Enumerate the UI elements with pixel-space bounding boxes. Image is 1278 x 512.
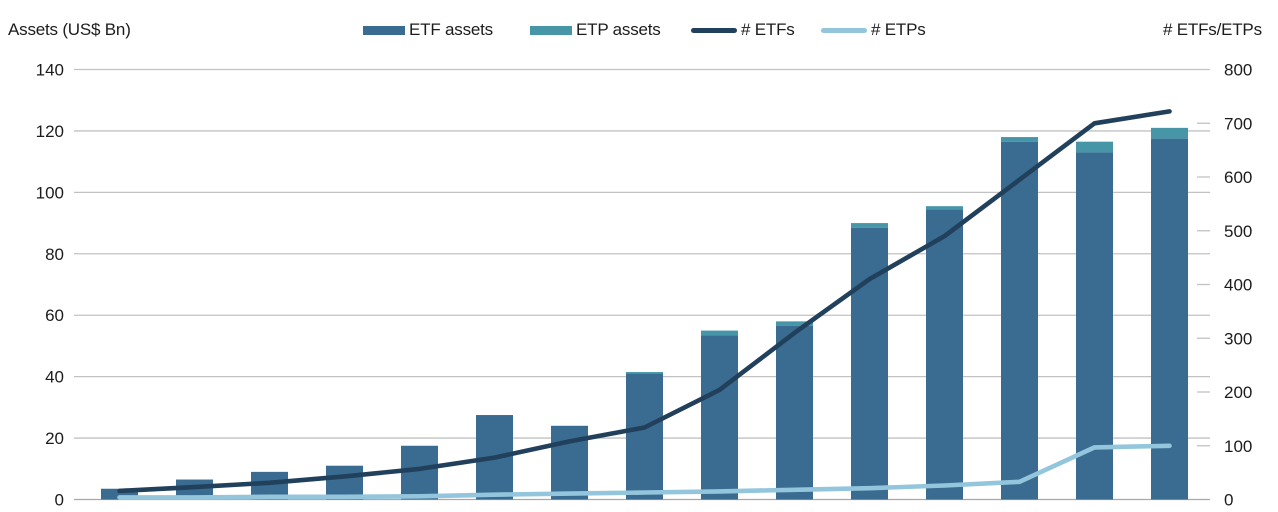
- etf-assets-swatch-icon: [363, 25, 405, 35]
- right-axis-tick-label: 500: [1224, 222, 1252, 241]
- bar-etf-assets: [626, 373, 663, 500]
- bar-etf-assets: [1001, 141, 1038, 500]
- right-axis-title: # ETFs/ETPs: [1163, 20, 1262, 39]
- bar-etf-assets: [326, 465, 363, 500]
- bar-etf-assets: [101, 488, 138, 500]
- legend-label-etf-assets: ETF assets: [409, 20, 493, 39]
- bar-etp-assets: [1001, 137, 1038, 142]
- bar-etp-assets: [701, 330, 738, 336]
- right-axis-tick-label: 700: [1224, 114, 1252, 133]
- num-etfs-line-swatch-icon: [691, 27, 737, 33]
- bar-etp-assets: [776, 321, 813, 326]
- left-axis-tick-label: 60: [45, 306, 64, 325]
- line-etps: [117, 443, 1172, 500]
- right-axis-tick-label: 800: [1224, 61, 1252, 80]
- legend-label-etp-assets: ETP assets: [576, 20, 661, 39]
- left-axis-tick-label: 20: [45, 429, 64, 448]
- left-axis-tick-label: 0: [55, 491, 64, 510]
- legend-item-num-etfs: # ETFs: [691, 20, 795, 40]
- etp-assets-swatch-icon: [530, 25, 572, 35]
- left-axis-tick-label: 100: [36, 183, 64, 202]
- bar-etp-assets: [626, 372, 663, 374]
- legend-item-num-etps: # ETPs: [821, 20, 926, 40]
- bar-etf-assets: [1151, 138, 1188, 500]
- legend-label-num-etfs: # ETFs: [741, 20, 795, 39]
- left-axis-tick-label: 120: [36, 122, 64, 141]
- left-axis-tick-label: 40: [45, 368, 64, 387]
- bar-etp-assets: [1076, 141, 1113, 153]
- right-axis-tick-label: 400: [1224, 276, 1252, 295]
- right-axis-tick-label: 600: [1224, 168, 1252, 187]
- bar-etp-assets: [1151, 127, 1188, 139]
- left-axis-tick-label: 140: [36, 61, 64, 80]
- left-axis-title: Assets (US$ Bn): [8, 20, 131, 39]
- bar-etf-assets: [776, 325, 813, 500]
- num-etps-line-swatch-icon: [821, 27, 867, 33]
- right-axis-tick-label: 100: [1224, 437, 1252, 456]
- bar-etf-assets: [1076, 152, 1113, 500]
- bar-etf-assets: [401, 445, 438, 500]
- right-axis-tick-label: 0: [1224, 491, 1233, 510]
- legend-label-num-etps: # ETPs: [871, 20, 926, 39]
- legend-item-etf-assets: ETF assets: [363, 20, 493, 40]
- right-axis-tick-label: 300: [1224, 329, 1252, 348]
- bar-etp-assets: [926, 206, 963, 210]
- legend-item-etp-assets: ETP assets: [530, 20, 661, 40]
- line-etfs: [117, 109, 1172, 494]
- right-axis-tick-label: 200: [1224, 383, 1252, 402]
- bar-etf-assets: [701, 335, 738, 500]
- bar-etf-assets: [851, 227, 888, 500]
- bar-etf-assets: [926, 209, 963, 500]
- bar-etp-assets: [851, 223, 888, 228]
- left-axis-tick-label: 80: [45, 245, 64, 264]
